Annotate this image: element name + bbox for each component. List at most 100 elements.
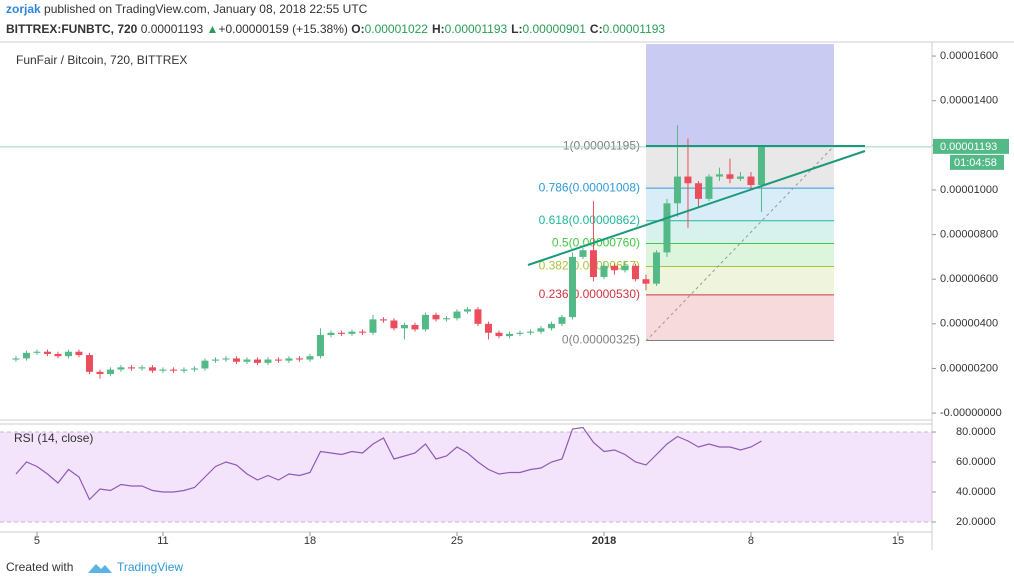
ohlc-value: 0.00001193 — [444, 22, 508, 36]
fib-label: 0(0.00000325) — [562, 333, 640, 347]
candle-body — [495, 332, 503, 337]
candle-body — [159, 369, 167, 371]
candle-body — [568, 256, 576, 318]
x-tick-label: 15 — [892, 535, 904, 547]
up-arrow: ▲ — [206, 22, 219, 36]
candle-body — [673, 176, 681, 204]
candle-body — [411, 324, 419, 330]
candle-body — [715, 174, 723, 177]
symbol: BITTREX:FUNBTC, 720 — [6, 22, 138, 36]
x-tick-label: 25 — [451, 535, 463, 547]
fib-label: 0.618(0.00000862) — [539, 213, 640, 227]
x-tick-label: 18 — [304, 535, 316, 547]
x-tick-label: 2018 — [592, 535, 616, 547]
y-tick-label: 0.00000600 — [940, 273, 998, 285]
candle-body — [505, 333, 513, 337]
footer-bg — [0, 552, 1014, 585]
candle-body — [201, 360, 209, 369]
candle-body — [12, 358, 20, 360]
candle-body — [211, 359, 219, 361]
candle-body — [463, 309, 471, 312]
candle-body — [148, 367, 156, 371]
fib-label: 0.236(0.00000530) — [539, 287, 640, 301]
change: +0.00000159 (+15.38%) — [218, 22, 348, 36]
price-box-label: 0.00001193 — [940, 141, 997, 153]
candle-body — [327, 332, 335, 335]
candle-body — [337, 332, 345, 334]
y-tick-label: 0.00000400 — [940, 318, 998, 330]
fib-band — [646, 220, 834, 244]
candle-body — [85, 355, 93, 372]
candle-body — [190, 368, 198, 370]
candle-body — [631, 265, 639, 280]
author[interactable]: zorjak — [6, 2, 41, 16]
y-tick-label: -0.00000000 — [940, 407, 1002, 419]
candle-body — [547, 323, 555, 329]
last-price: 0.00001193 — [140, 22, 204, 36]
candle-body — [736, 176, 744, 179]
candle-body — [253, 359, 261, 363]
candle-body — [474, 309, 482, 324]
candle-body — [757, 146, 765, 186]
candle-body — [526, 331, 534, 333]
candle-body — [558, 317, 566, 324]
candle-body — [285, 358, 293, 361]
candle-body — [747, 176, 755, 186]
candle-body — [264, 359, 272, 363]
candle-body — [169, 369, 177, 371]
chart-legend: FunFair / Bitcoin, 720, BITTREX — [16, 53, 187, 67]
candle-body — [64, 351, 72, 357]
candle-body — [663, 203, 671, 253]
candle-body — [642, 279, 650, 284]
candle-body — [358, 331, 366, 333]
ohlc-key: O: — [351, 22, 365, 36]
fib-label: 0.786(0.00001008) — [539, 180, 640, 194]
candle-body — [600, 265, 608, 277]
candle-body — [652, 252, 660, 284]
candle-body — [369, 319, 377, 333]
candle-body — [589, 250, 597, 277]
countdown-box — [950, 154, 1004, 170]
fib-band — [646, 266, 834, 295]
candle-body — [232, 358, 240, 362]
x-tick-label: 8 — [748, 535, 754, 547]
candle-body — [54, 353, 62, 357]
candle-body — [537, 328, 545, 332]
ohlc-value: 0.00001022 — [364, 22, 428, 36]
brand[interactable]: TradingView — [117, 560, 183, 574]
candle-body — [390, 320, 398, 329]
candle-body — [222, 358, 230, 360]
ohlc-value: 0.00000901 — [522, 22, 586, 36]
ohlc-key: H: — [431, 22, 445, 36]
y-tick-label: 0.00001600 — [940, 50, 998, 62]
countdown: 01:04:58 — [954, 157, 997, 169]
ohlc-key: C: — [589, 22, 603, 36]
candle-body — [306, 356, 314, 360]
rsi-tick-label: 80.0000 — [956, 426, 996, 438]
candle-body — [295, 358, 303, 360]
fib-label: 1(0.00001195) — [563, 139, 640, 153]
ohlc-key: L: — [511, 22, 523, 36]
candle-body — [43, 351, 51, 354]
candle-body — [442, 318, 450, 320]
ohlc: O:0.00001022 H:0.00001193 L:0.00000901 C:0.… — [351, 22, 669, 36]
overlays: FunFair / Bitcoin, 720, BITTREX RSI (14,… — [0, 41, 1014, 585]
candle-body — [684, 176, 692, 184]
tv-logo — [88, 564, 112, 573]
x-tick-label: 11 — [157, 535, 168, 547]
candle-body — [274, 359, 282, 361]
y-tick-label: 0.00001000 — [940, 184, 998, 196]
candle-body — [180, 369, 188, 371]
ohlc-value: 0.00001193 — [602, 22, 666, 36]
rsi-legend: RSI (14, close) — [14, 431, 93, 445]
publish-line: zorjak published on TradingView.com, Jan… — [6, 2, 367, 16]
candle-body — [621, 265, 629, 271]
candle-body — [33, 351, 41, 353]
candle-body — [379, 319, 387, 321]
candle-body — [348, 331, 356, 334]
candle-body — [705, 176, 713, 199]
candle-body — [106, 369, 114, 375]
candle-body — [75, 351, 83, 356]
